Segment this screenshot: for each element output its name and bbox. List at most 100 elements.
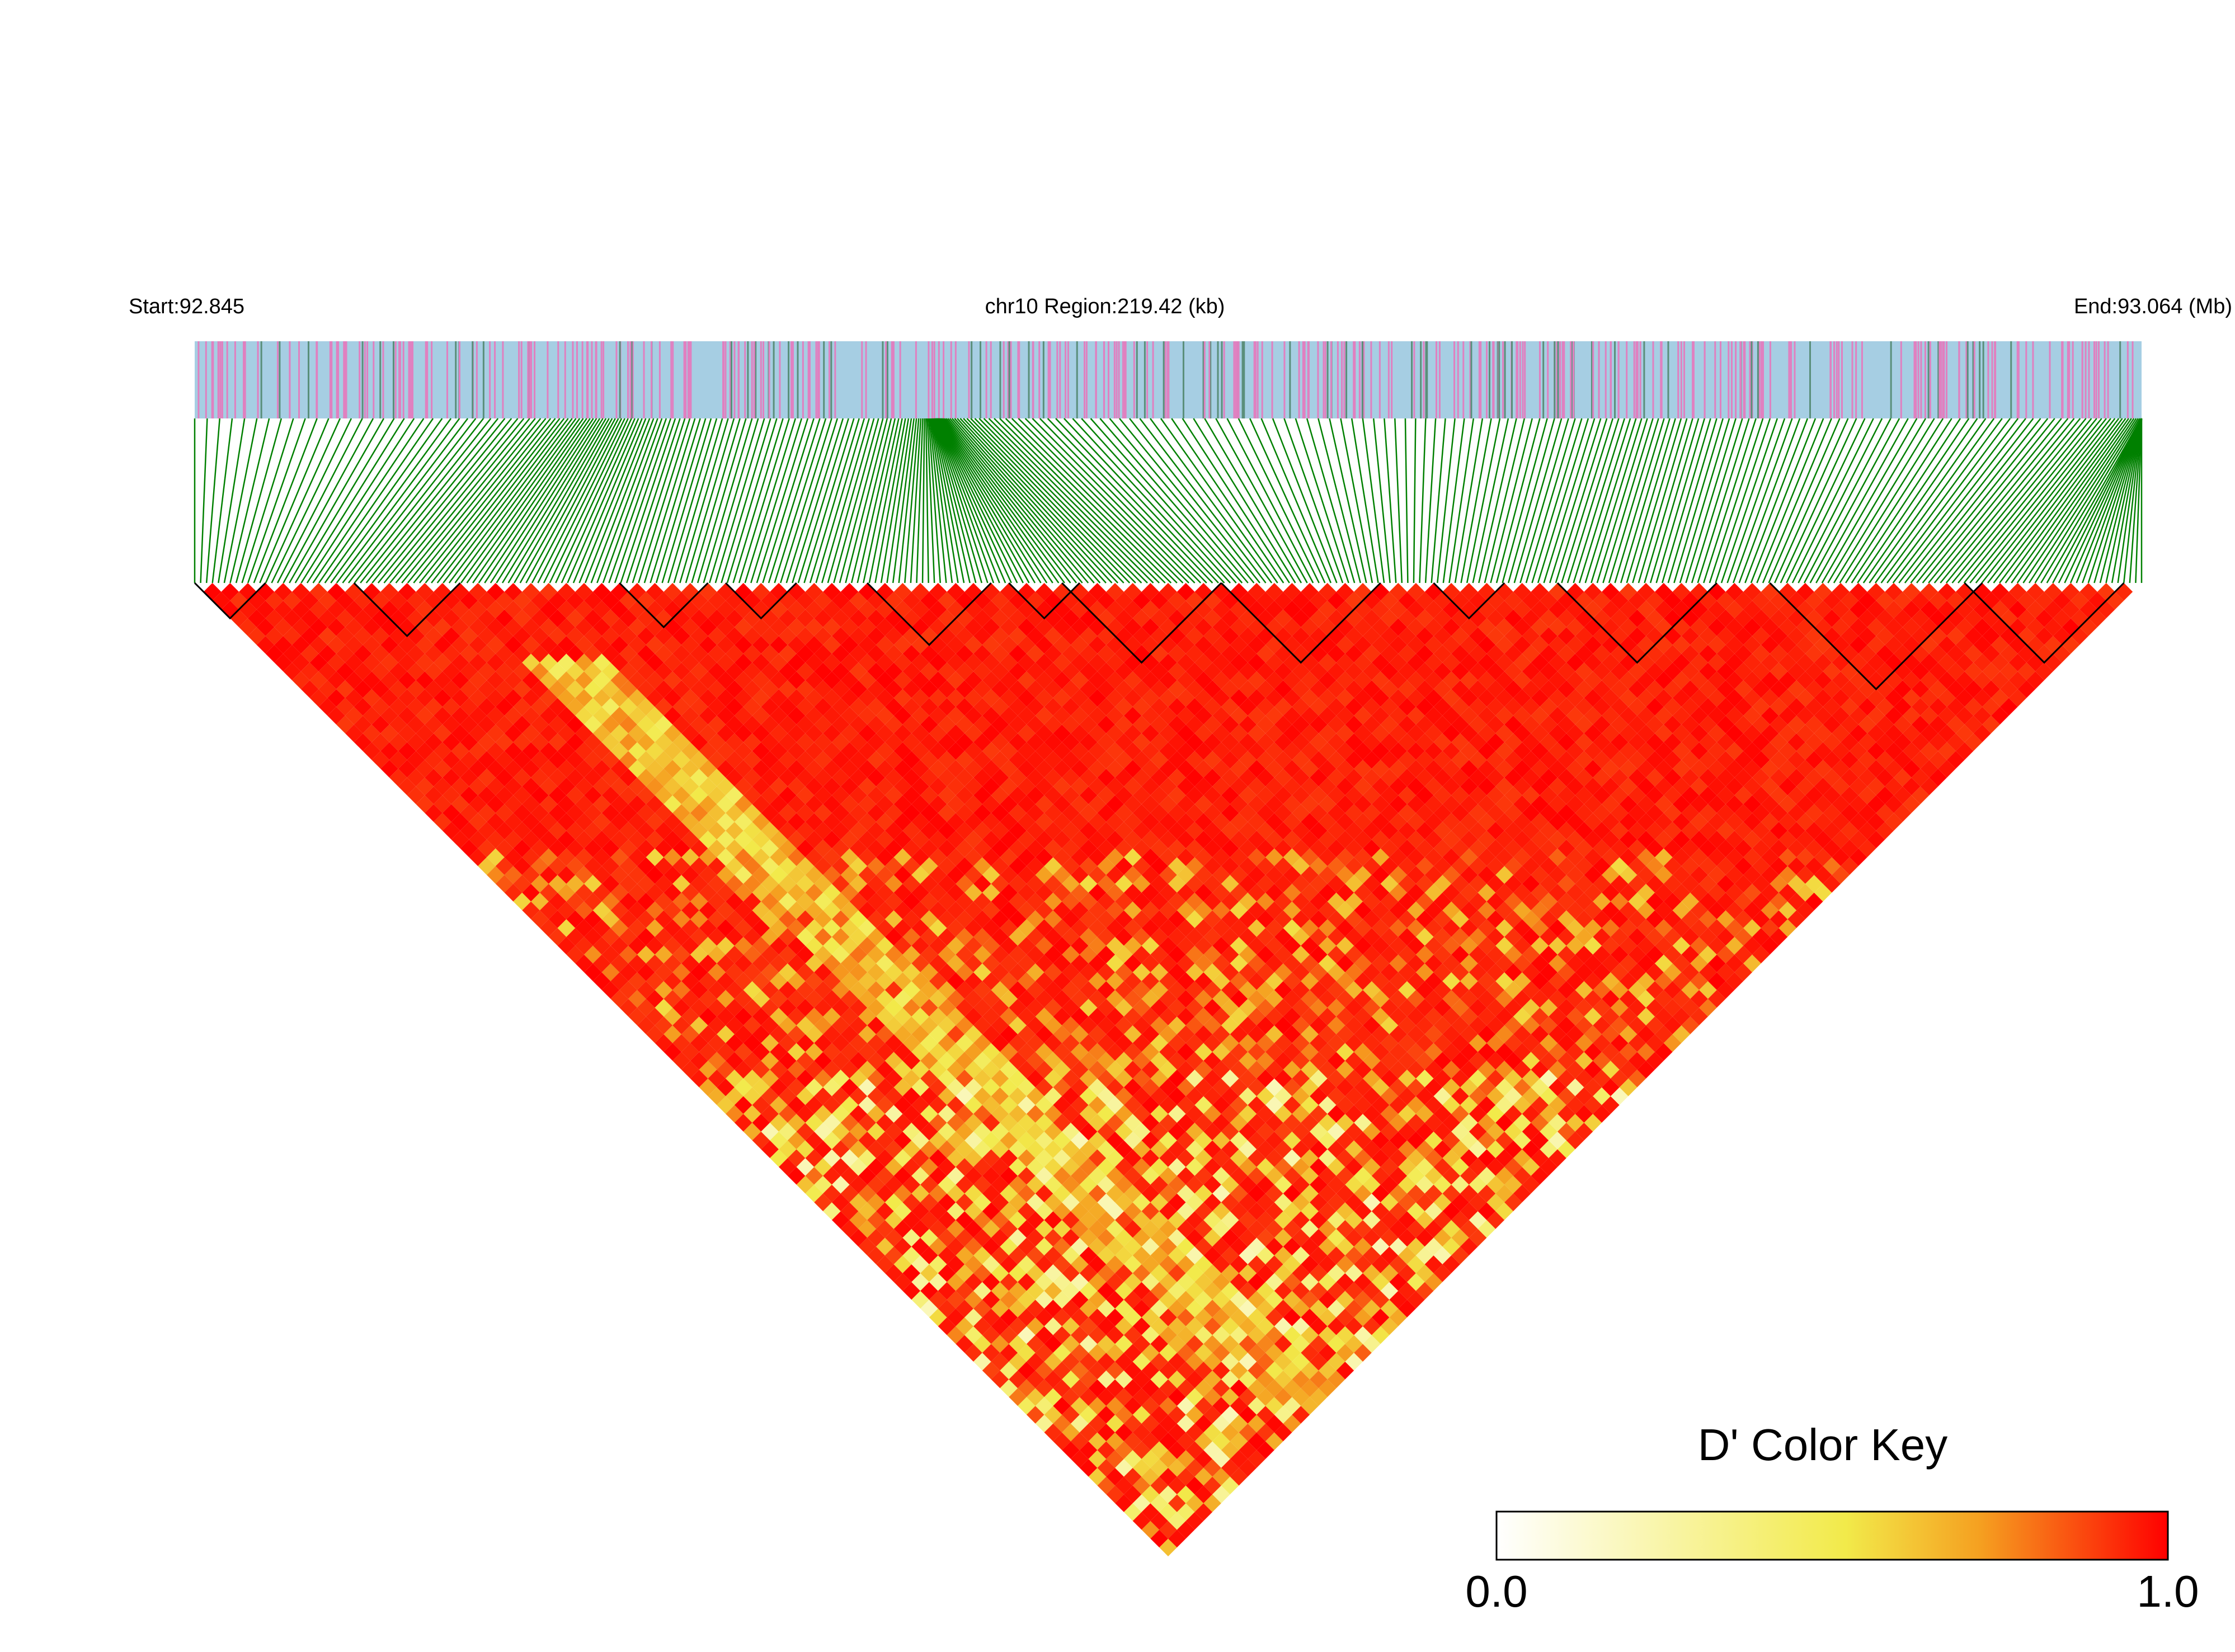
ld-cell bbox=[690, 1016, 708, 1034]
ld-cell bbox=[1310, 1140, 1328, 1159]
ld-cell bbox=[566, 769, 584, 787]
ld-cell bbox=[548, 822, 567, 840]
ld-cell bbox=[1283, 1061, 1301, 1079]
ld-cell bbox=[672, 999, 690, 1017]
ld-cell bbox=[548, 875, 567, 893]
ld-cell bbox=[478, 609, 496, 628]
ld-cell bbox=[1079, 698, 1098, 716]
snp-connector bbox=[501, 418, 604, 583]
ld-cell bbox=[1593, 1105, 1611, 1123]
ld-cell bbox=[539, 883, 558, 902]
ld-cell bbox=[1336, 866, 1354, 884]
ld-cell bbox=[805, 883, 824, 902]
ld-cell bbox=[1354, 1008, 1372, 1025]
ld-cell bbox=[1150, 999, 1168, 1017]
ld-cell bbox=[1123, 1220, 1142, 1238]
ld-cell bbox=[858, 936, 876, 955]
ld-cell bbox=[840, 1220, 859, 1238]
ld-cell bbox=[920, 1140, 938, 1159]
ld-cell bbox=[1079, 1052, 1098, 1070]
ld-cell bbox=[1301, 1291, 1319, 1309]
ld-cell bbox=[1150, 1300, 1168, 1317]
ld-cell bbox=[1371, 919, 1390, 937]
ld-cell bbox=[1035, 883, 1053, 902]
ld-cell bbox=[823, 600, 841, 619]
ld-cell bbox=[1274, 981, 1292, 999]
ld-cell bbox=[1301, 1220, 1319, 1238]
ld-cell bbox=[1062, 733, 1080, 751]
ld-cell bbox=[1318, 1131, 1337, 1150]
ld-cell bbox=[1389, 1025, 1408, 1043]
ld-cell bbox=[548, 769, 567, 787]
ld-cell bbox=[487, 636, 505, 654]
ld-cell bbox=[840, 830, 859, 849]
snp-connector bbox=[762, 418, 815, 583]
ld-cell bbox=[743, 716, 761, 733]
ld-cell bbox=[787, 901, 806, 920]
ld-cell bbox=[416, 795, 434, 813]
ld-cell bbox=[1221, 892, 1239, 911]
ld-cell bbox=[787, 919, 806, 937]
ld-cell bbox=[1345, 1105, 1363, 1123]
ld-cell bbox=[840, 1025, 859, 1043]
ld-cell bbox=[884, 1158, 903, 1176]
ld-cell bbox=[1495, 1202, 1513, 1220]
snp-connector bbox=[2011, 418, 2129, 583]
ld-cell bbox=[1062, 1229, 1080, 1247]
ld-cell bbox=[1035, 724, 1053, 742]
ld-cell bbox=[787, 813, 806, 831]
ld-cell bbox=[1424, 1096, 1443, 1114]
ld-cell bbox=[770, 795, 788, 813]
ld-cell bbox=[708, 963, 726, 981]
ld-cell bbox=[1424, 936, 1443, 955]
ld-cell bbox=[1371, 954, 1390, 972]
ld-cell bbox=[1177, 1237, 1195, 1256]
snp-connector bbox=[1424, 418, 1437, 583]
ld-cell bbox=[1310, 928, 1328, 946]
ld-cell bbox=[770, 1008, 788, 1025]
snp-connector bbox=[863, 418, 900, 583]
ld-cell bbox=[938, 1052, 956, 1070]
ld-cell bbox=[982, 1255, 1000, 1273]
ld-cell bbox=[1132, 1105, 1151, 1123]
snp-connector bbox=[904, 418, 920, 583]
ld-cell bbox=[858, 919, 876, 937]
ld-cell bbox=[1106, 1061, 1124, 1079]
ld-cell bbox=[318, 680, 337, 698]
ld-cell bbox=[1097, 1070, 1116, 1088]
ld-cell bbox=[1194, 813, 1213, 831]
ld-cell bbox=[672, 751, 690, 769]
ld-cell bbox=[1035, 1025, 1053, 1043]
ld-cell bbox=[884, 786, 903, 804]
ld-cell bbox=[1177, 883, 1195, 902]
ld-cell bbox=[982, 1149, 1000, 1167]
ld-cell bbox=[1115, 680, 1133, 698]
ld-cell bbox=[1424, 1008, 1443, 1025]
ld-cell bbox=[1177, 742, 1195, 760]
snp-connector bbox=[925, 418, 929, 583]
ld-cell bbox=[1035, 1237, 1053, 1256]
ld-cell bbox=[823, 724, 841, 742]
ld-cell bbox=[664, 972, 681, 990]
ld-cell bbox=[1177, 1432, 1195, 1451]
ld-cell bbox=[487, 653, 505, 672]
ld-cell bbox=[1389, 1291, 1408, 1309]
ld-cell bbox=[1185, 839, 1204, 858]
ld-cell bbox=[920, 786, 938, 804]
ld-cell bbox=[1115, 857, 1133, 875]
ld-cell bbox=[1239, 1423, 1257, 1442]
ld-cell bbox=[1079, 839, 1098, 858]
ld-cell bbox=[487, 671, 505, 689]
ld-cell bbox=[1150, 1246, 1168, 1264]
ld-cell bbox=[858, 972, 876, 990]
ld-cell bbox=[548, 644, 567, 663]
ld-cell bbox=[1327, 910, 1345, 928]
ld-cell bbox=[1079, 1070, 1098, 1088]
ld-cell bbox=[1257, 822, 1274, 840]
ld-cell bbox=[1212, 813, 1230, 831]
snp-connector bbox=[1833, 418, 1935, 583]
ld-cell bbox=[1177, 1362, 1195, 1380]
ld-cell bbox=[884, 680, 903, 698]
ld-cell bbox=[1318, 1237, 1337, 1256]
ld-cell bbox=[690, 1052, 708, 1070]
